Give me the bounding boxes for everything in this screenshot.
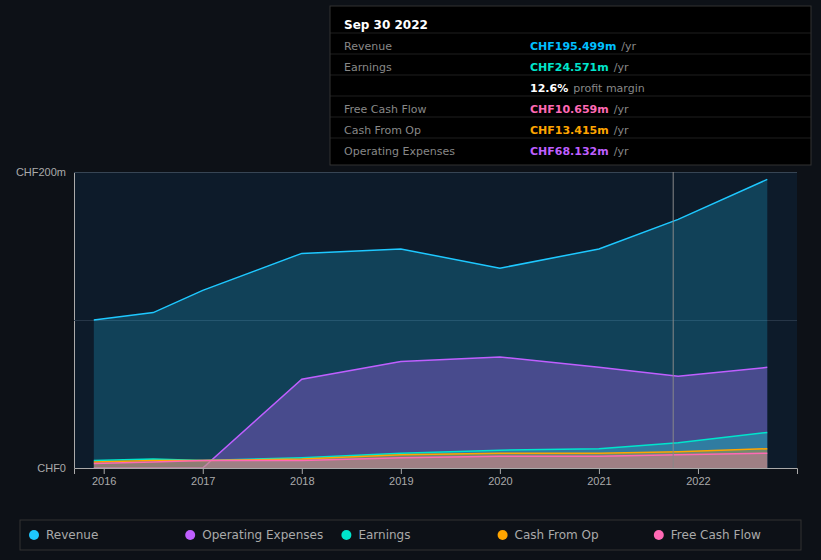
legend-item: Free Cash Flow: [654, 528, 761, 542]
x-tick-label: 2017: [191, 475, 215, 487]
x-tick-label: 2019: [389, 475, 413, 487]
legend-label: Cash From Op: [515, 528, 599, 542]
info-value: CHF195.499m: [530, 40, 616, 53]
x-tick: 2022: [686, 468, 710, 487]
legend-swatch: [654, 530, 664, 540]
area: [94, 179, 767, 468]
info-label: Operating Expenses: [344, 145, 455, 158]
x-tick: 2019: [389, 468, 413, 487]
chart: CHF0 CHF200m 2016 2017 2018 2019 2020 2021 2022 S…: [0, 0, 821, 560]
line: [94, 357, 767, 468]
info-divider: [330, 75, 811, 76]
legend-label: Free Cash Flow: [671, 528, 761, 542]
legend-swatch: [341, 530, 351, 540]
legend-item: Earnings: [341, 528, 410, 542]
x-tick: 2017: [191, 468, 215, 487]
x-tick-mark: [500, 468, 501, 474]
info-divider: [330, 33, 811, 34]
info-unit: profit margin: [573, 82, 645, 95]
vertical-line: [673, 172, 674, 468]
area: [94, 453, 767, 468]
x-tick: 2016: [92, 468, 116, 487]
info-label: Revenue: [344, 40, 392, 53]
info-divider: [330, 96, 811, 97]
info-value: CHF68.132m: [530, 145, 609, 158]
info-label: Earnings: [344, 61, 392, 74]
legend-item: Cash From Op: [498, 528, 599, 542]
x-tick: 2018: [290, 468, 314, 487]
info-divider: [330, 117, 811, 118]
x-tick-label: 2016: [92, 475, 116, 487]
x-tick-label: 2021: [587, 475, 611, 487]
x-tick-mark: [203, 468, 204, 474]
y-axis-line: [75, 173, 798, 469]
area: [94, 449, 767, 468]
info-unit: /yr: [621, 40, 636, 53]
x-tick: 2021: [587, 468, 611, 487]
legend-label: Revenue: [46, 528, 98, 542]
marks: [94, 172, 767, 468]
line: [94, 453, 767, 463]
x-tick-mark: [599, 468, 600, 474]
info-value: CHF24.571m: [530, 61, 609, 74]
info-unit: /yr: [614, 124, 629, 137]
x-tick-label: 2018: [290, 475, 314, 487]
x-tick: 2020: [488, 468, 512, 487]
y-tick-label: CHF0: [37, 462, 66, 474]
x-tick-label: 2022: [686, 475, 710, 487]
x-tick-mark: [401, 468, 402, 474]
y-axis: CHF0 CHF200m: [16, 166, 797, 474]
plot-background: [74, 172, 797, 468]
info-label: Cash From Op: [344, 124, 421, 137]
info-header: Sep 30 2022: [344, 18, 428, 32]
y-tick-label: CHF200m: [16, 166, 66, 178]
info-value: CHF13.415m: [530, 124, 609, 137]
legend-swatch: [185, 530, 195, 540]
area: [94, 432, 767, 468]
legend-frame: [20, 520, 801, 550]
x-axis-line: [75, 469, 798, 475]
legend: Revenue Operating Expenses Earnings Cash Fr…: [20, 520, 801, 550]
info-divider: [330, 54, 811, 55]
info-value: CHF10.659m: [530, 103, 609, 116]
x-tick-mark: [302, 468, 303, 474]
info-box: Sep 30 2022 Revenue CHF195.499m/yr Earnings…: [330, 6, 811, 165]
info-value: 12.6%: [530, 82, 568, 95]
legend-item: Operating Expenses: [185, 528, 323, 542]
legend-label: Earnings: [358, 528, 410, 542]
info-divider: [330, 138, 811, 139]
legend-item: Revenue: [29, 528, 98, 542]
y-tick: CHF200m: [16, 166, 797, 178]
background: [0, 0, 821, 560]
info-unit: /yr: [614, 103, 629, 116]
line: [94, 179, 767, 320]
legend-swatch: [498, 530, 508, 540]
grid-line: [74, 172, 797, 173]
legend-label: Operating Expenses: [202, 528, 323, 542]
plot: CHF0 CHF200m 2016 2017 2018 2019 2020 2021 2022: [16, 166, 798, 487]
area: [94, 357, 767, 468]
x-tick-mark: [698, 468, 699, 474]
legend-swatch: [29, 530, 39, 540]
info-label: Free Cash Flow: [344, 103, 427, 116]
x-axis: 2016 2017 2018 2019 2020 2021 2022: [75, 468, 798, 487]
info-box-frame: [330, 6, 811, 165]
info-unit: /yr: [614, 61, 629, 74]
info-unit: /yr: [614, 145, 629, 158]
x-tick-mark: [104, 468, 105, 474]
x-tick-label: 2020: [488, 475, 512, 487]
